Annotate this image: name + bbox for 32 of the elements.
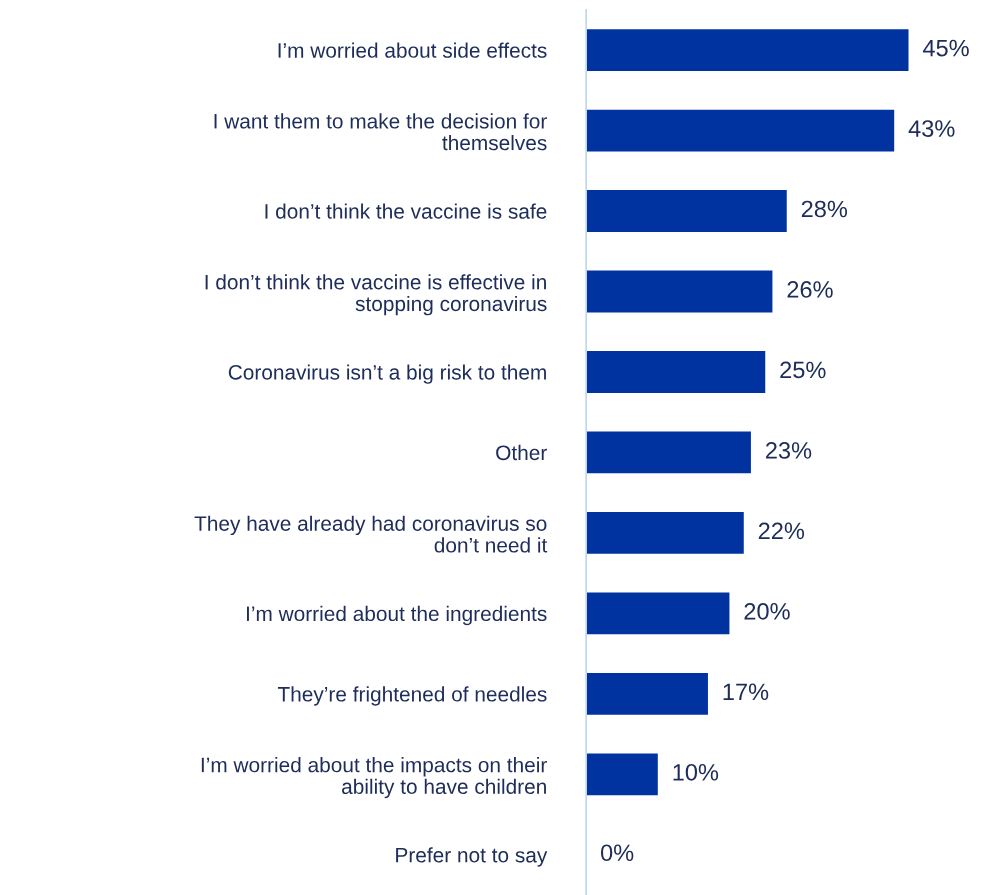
data-label: 20% bbox=[744, 602, 790, 620]
y-tick-label: I don’t think the vaccine is effective in stopping coronavirus bbox=[205, 274, 547, 316]
data-label: 25% bbox=[780, 361, 826, 379]
bar bbox=[586, 190, 787, 232]
data-label: 22% bbox=[758, 522, 805, 540]
data-label: 28% bbox=[801, 200, 848, 218]
data-label: 10% bbox=[673, 763, 719, 781]
data-label: 17% bbox=[723, 683, 769, 701]
bar bbox=[586, 592, 730, 635]
bar bbox=[586, 270, 773, 313]
bar bbox=[586, 351, 766, 393]
data-label: 0% bbox=[600, 844, 634, 862]
y-tick-label: They have already had coronavirus so don’t need it bbox=[194, 515, 548, 553]
y-tick-label: I want them to make the decision for themselves bbox=[214, 113, 547, 151]
y-tick-label: I’m worried about the ingredients bbox=[246, 605, 547, 626]
y-tick-label: Coronavirus isn’t a big risk to them bbox=[228, 364, 546, 384]
bar bbox=[586, 431, 751, 474]
y-tick-label: Prefer not to say bbox=[396, 847, 548, 867]
data-label: 26% bbox=[787, 281, 833, 298]
bar bbox=[586, 753, 658, 796]
bar bbox=[586, 29, 909, 71]
y-tick-label: I’m worried about side effects bbox=[278, 42, 547, 58]
bar bbox=[586, 672, 708, 715]
data-label: 43% bbox=[908, 120, 955, 137]
data-label: 23% bbox=[766, 442, 812, 459]
bar bbox=[586, 109, 895, 152]
bar bbox=[586, 511, 744, 554]
data-label: 45% bbox=[922, 39, 969, 57]
y-tick-label: I don’t think the vaccine is safe bbox=[265, 203, 547, 219]
y-tick-label: They’re frightened of needles bbox=[277, 686, 547, 706]
y-tick-label: Other bbox=[496, 444, 547, 461]
y-tick-label: I’m worried about the impacts on their ability to have children bbox=[201, 757, 547, 799]
